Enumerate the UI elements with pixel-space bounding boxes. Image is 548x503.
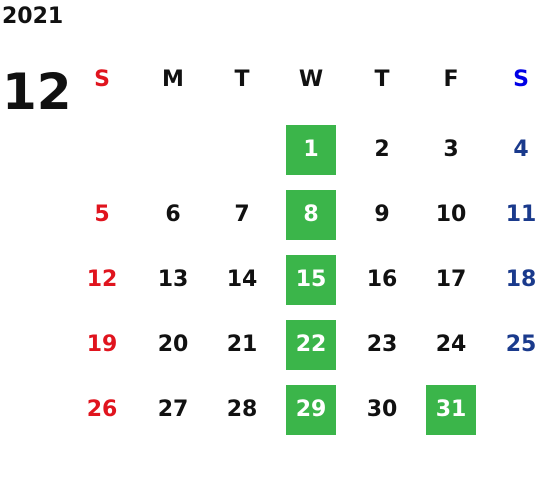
day-cell-17[interactable]: 17	[435, 267, 467, 292]
day-cell-16[interactable]: 16	[366, 267, 398, 292]
day-cell-5[interactable]: 5	[94, 202, 110, 227]
weekday-header-6: S	[513, 67, 529, 92]
day-cell-24[interactable]: 24	[435, 332, 467, 357]
day-cell-25[interactable]: 25	[505, 332, 537, 357]
weekday-header-1: M	[162, 67, 184, 92]
day-cell-18[interactable]: 18	[505, 267, 537, 292]
day-cell-6[interactable]: 6	[165, 202, 181, 227]
day-cell-2[interactable]: 2	[374, 137, 390, 162]
day-cell-28[interactable]: 28	[226, 397, 258, 422]
year-label: 2021	[2, 4, 64, 29]
day-cell-29[interactable]: 29	[286, 385, 336, 435]
day-cell-9[interactable]: 9	[374, 202, 390, 227]
day-cell-26[interactable]: 26	[86, 397, 118, 422]
day-cell-23[interactable]: 23	[366, 332, 398, 357]
month-label: 12	[2, 63, 72, 121]
day-cell-19[interactable]: 19	[86, 332, 118, 357]
day-cell-13[interactable]: 13	[157, 267, 189, 292]
day-cell-10[interactable]: 10	[435, 202, 467, 227]
day-cell-21[interactable]: 21	[226, 332, 258, 357]
day-cell-22[interactable]: 22	[286, 320, 336, 370]
day-cell-20[interactable]: 20	[157, 332, 189, 357]
weekday-header-3: W	[298, 67, 324, 92]
day-cell-15[interactable]: 15	[286, 255, 336, 305]
day-cell-12[interactable]: 12	[86, 267, 118, 292]
day-cell-7[interactable]: 7	[234, 202, 250, 227]
day-cell-14[interactable]: 14	[226, 267, 258, 292]
weekday-header-4: T	[374, 67, 390, 92]
day-cell-1[interactable]: 1	[286, 125, 336, 175]
day-cell-30[interactable]: 30	[366, 397, 398, 422]
day-cell-3[interactable]: 3	[443, 137, 459, 162]
weekday-header-5: F	[443, 67, 459, 92]
day-cell-27[interactable]: 27	[157, 397, 189, 422]
day-cell-11[interactable]: 11	[505, 202, 537, 227]
day-cell-31[interactable]: 31	[426, 385, 476, 435]
day-cell-4[interactable]: 4	[513, 137, 529, 162]
weekday-header-0: S	[94, 67, 110, 92]
weekday-header-2: T	[234, 67, 250, 92]
day-cell-8[interactable]: 8	[286, 190, 336, 240]
